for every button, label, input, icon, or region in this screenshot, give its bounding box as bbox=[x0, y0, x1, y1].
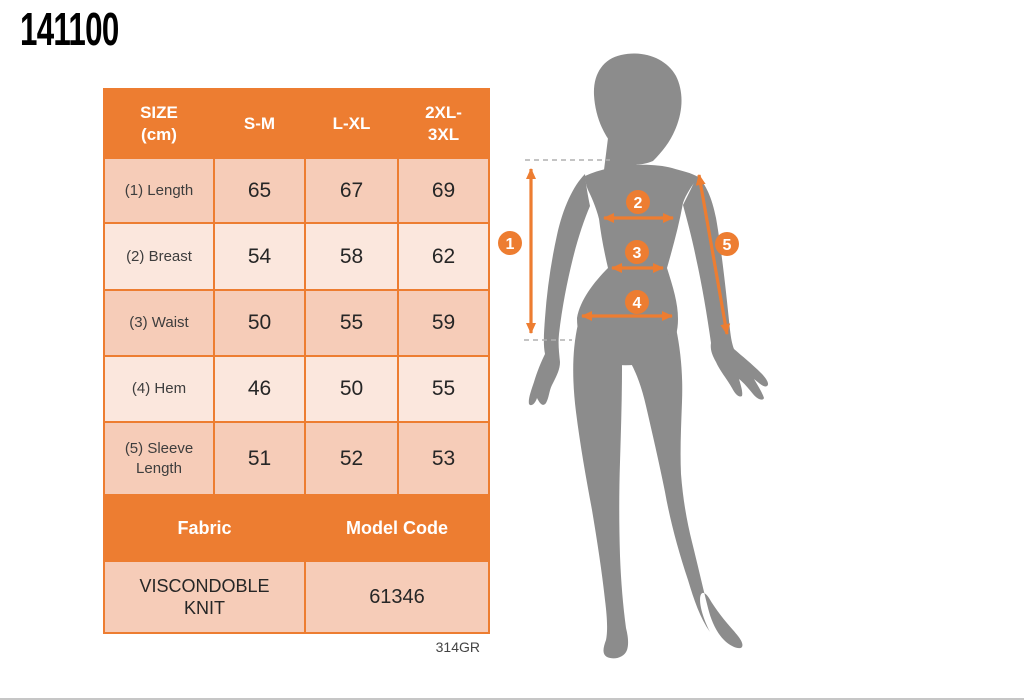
model-code-value-cell: 61346 bbox=[304, 560, 490, 634]
size-col-sm: S-M bbox=[213, 88, 306, 159]
table-row-hem: (4) Hem 46 50 55 bbox=[103, 355, 490, 423]
measurement-arrows bbox=[526, 168, 731, 335]
head-shape bbox=[593, 53, 682, 165]
cell-value: 55 bbox=[304, 289, 399, 357]
svg-text:1: 1 bbox=[506, 236, 515, 253]
left-arm-shape bbox=[528, 174, 590, 406]
row-label: (2) Breast bbox=[103, 222, 215, 291]
table-row-length: (1) Length 65 67 69 bbox=[103, 157, 490, 224]
right-arm-shape bbox=[683, 176, 769, 400]
size-col-lxl: L-XL bbox=[304, 88, 399, 159]
table-row-breast: (2) Breast 54 58 62 bbox=[103, 222, 490, 291]
fabric-value-cell: VISCONDOBLE KNIT bbox=[103, 560, 306, 634]
measurement-badges: 1 2 3 4 5 bbox=[498, 190, 739, 314]
fabric-header-cell: Fabric bbox=[103, 494, 306, 562]
svg-text:5: 5 bbox=[723, 237, 732, 254]
table-row-waist: (3) Waist 50 55 59 bbox=[103, 289, 490, 357]
fabric-modelcode-value-row: VISCONDOBLE KNIT 61346 bbox=[103, 560, 490, 634]
size-table-header-row: SIZE (cm) S-M L-XL 2XL-3XL bbox=[103, 88, 490, 159]
cell-value: 53 bbox=[397, 421, 490, 496]
cell-value: 55 bbox=[397, 355, 490, 423]
cell-value: 52 bbox=[304, 421, 399, 496]
unit-header-cell: SIZE (cm) bbox=[103, 88, 215, 159]
cell-value: 67 bbox=[304, 157, 399, 224]
model-code-header-cell: Model Code bbox=[304, 494, 490, 562]
cell-value: 54 bbox=[213, 222, 306, 291]
badge-3: 3 bbox=[625, 240, 649, 264]
row-label: (1) Length bbox=[103, 157, 215, 224]
size-table: SIZE (cm) S-M L-XL 2XL-3XL (1) Length 65… bbox=[103, 88, 490, 634]
badge-4: 4 bbox=[625, 290, 649, 314]
svg-text:3: 3 bbox=[633, 245, 642, 262]
badge-1: 1 bbox=[498, 231, 522, 255]
cell-value: 65 bbox=[213, 157, 306, 224]
cell-value: 58 bbox=[304, 222, 399, 291]
left-leg-shape bbox=[573, 324, 629, 659]
fabric-modelcode-header-row: Fabric Model Code bbox=[103, 494, 490, 562]
size-col-2xl3xl: 2XL-3XL bbox=[397, 88, 490, 159]
cell-value: 46 bbox=[213, 355, 306, 423]
table-row-sleeve-length: (5) Sleeve Length 51 52 53 bbox=[103, 421, 490, 496]
neck-shape bbox=[604, 138, 637, 170]
cell-value: 59 bbox=[397, 289, 490, 357]
weight-footnote: 314GR bbox=[435, 639, 480, 655]
cell-value: 50 bbox=[213, 289, 306, 357]
badge-5: 5 bbox=[715, 232, 739, 256]
bottom-divider bbox=[0, 698, 1024, 700]
cell-value: 51 bbox=[213, 421, 306, 496]
cell-value: 69 bbox=[397, 157, 490, 224]
row-label: (5) Sleeve Length bbox=[103, 421, 215, 496]
cell-value: 50 bbox=[304, 355, 399, 423]
cell-value: 62 bbox=[397, 222, 490, 291]
body-silhouette bbox=[528, 53, 769, 659]
badge-2: 2 bbox=[626, 190, 650, 214]
row-label: (3) Waist bbox=[103, 289, 215, 357]
reference-dashes bbox=[524, 159, 610, 341]
right-leg-shape bbox=[624, 328, 743, 649]
sleeve-arrow bbox=[695, 174, 731, 335]
row-label: (4) Hem bbox=[103, 355, 215, 423]
product-code: 141100 bbox=[20, 3, 119, 55]
svg-text:4: 4 bbox=[633, 295, 642, 312]
svg-text:2: 2 bbox=[634, 195, 643, 212]
